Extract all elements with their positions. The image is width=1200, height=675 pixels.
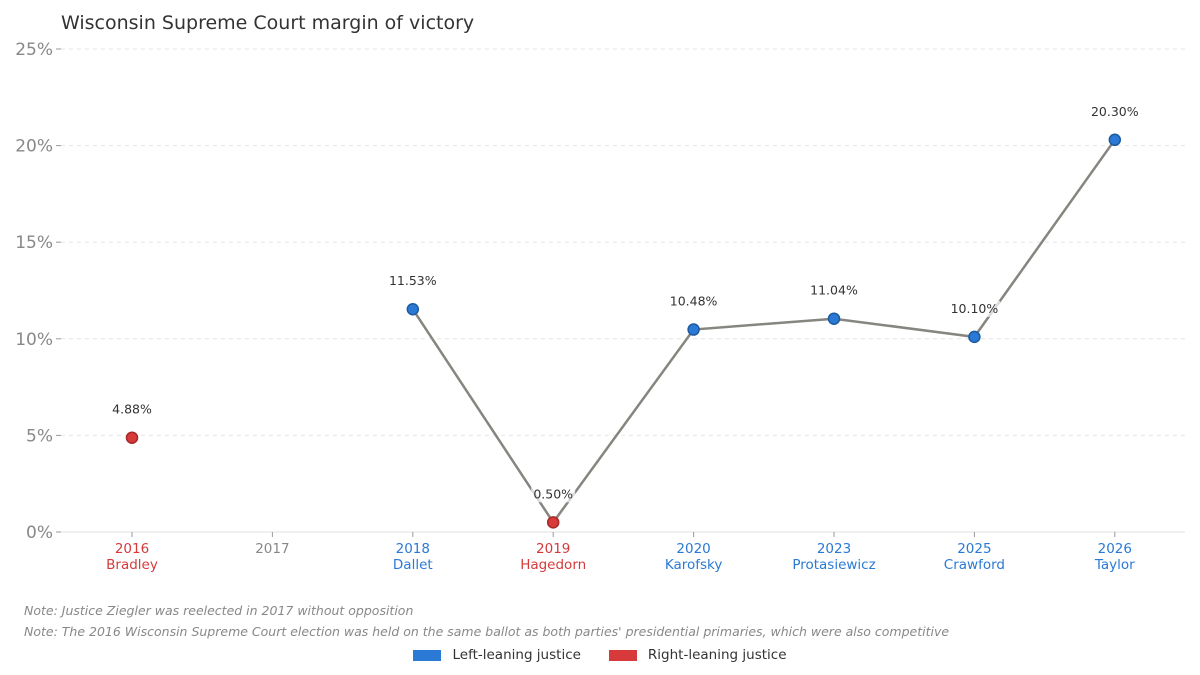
legend-label-left: Left-leaning justice [452, 647, 581, 663]
x-tick-label-candidate: Hagedorn [520, 557, 586, 573]
y-tick-label: 5% [26, 426, 53, 446]
x-tick-label-year: 2017 [255, 541, 289, 557]
x-tick-label-year: 2023 [817, 541, 851, 557]
data-label-background [1089, 103, 1141, 120]
x-tick-label-year: 2026 [1098, 541, 1132, 557]
legend-item-right: Right-leaning justice [608, 647, 787, 663]
data-label: 11.53% [389, 273, 437, 288]
data-label-background [387, 273, 439, 290]
y-tick-label: 25% [15, 40, 53, 60]
note-2: Note: The 2016 Wisconsin Supreme Court e… [24, 624, 950, 639]
x-tick-label-candidate: Protasiewicz [792, 557, 875, 573]
data-label-background [531, 486, 576, 503]
data-label: 4.88% [112, 402, 152, 417]
data-point [827, 312, 841, 325]
data-point [687, 323, 700, 336]
legend-swatch-right [608, 649, 637, 661]
chart-title: Wisconsin Supreme Court margin of victor… [61, 12, 475, 34]
data-point [1108, 133, 1122, 147]
x-tick-label-year: 2019 [536, 541, 570, 557]
data-point [546, 516, 560, 529]
data-label: 10.10% [951, 301, 999, 316]
y-tick-label: 15% [15, 233, 53, 253]
data-point [968, 330, 981, 344]
x-tick-label-year: 2018 [396, 541, 430, 557]
data-point [406, 302, 420, 316]
legend-item-left: Left-leaning justice [413, 647, 581, 663]
y-tick-label: 20% [15, 137, 53, 157]
data-label: 11.04% [810, 283, 858, 298]
data-label-background [667, 293, 720, 310]
legend-swatch-left [413, 649, 442, 661]
x-tick-label-year: 2025 [957, 541, 991, 557]
x-tick-label-year: 2020 [676, 541, 710, 557]
data-label: 20.30% [1091, 104, 1139, 119]
data-label-background [808, 282, 860, 299]
x-tick-label-candidate: Bradley [106, 557, 158, 573]
x-tick-label-year: 2016 [115, 541, 149, 557]
x-tick-label-candidate: Taylor [1094, 557, 1135, 573]
legend-label-right: Right-leaning justice [647, 647, 787, 663]
data-label: 10.48% [670, 294, 718, 309]
data-label-background [110, 401, 154, 418]
x-tick-label-candidate: Crawford [944, 557, 1005, 573]
y-tick-label: 0% [26, 523, 53, 543]
data-point [125, 431, 139, 444]
y-tick-label: 10% [15, 330, 53, 350]
note-1: Note: Justice Ziegler was reelected in 2… [24, 603, 414, 618]
data-label: 0.50% [533, 486, 573, 501]
legend: Left-leaning justice Right-leaning justi… [0, 647, 1200, 663]
series-line [411, 139, 1116, 525]
data-label-background [948, 300, 1001, 317]
x-tick-label-candidate: Karofsky [665, 557, 723, 573]
x-tick-label-candidate: Dallet [393, 557, 433, 573]
